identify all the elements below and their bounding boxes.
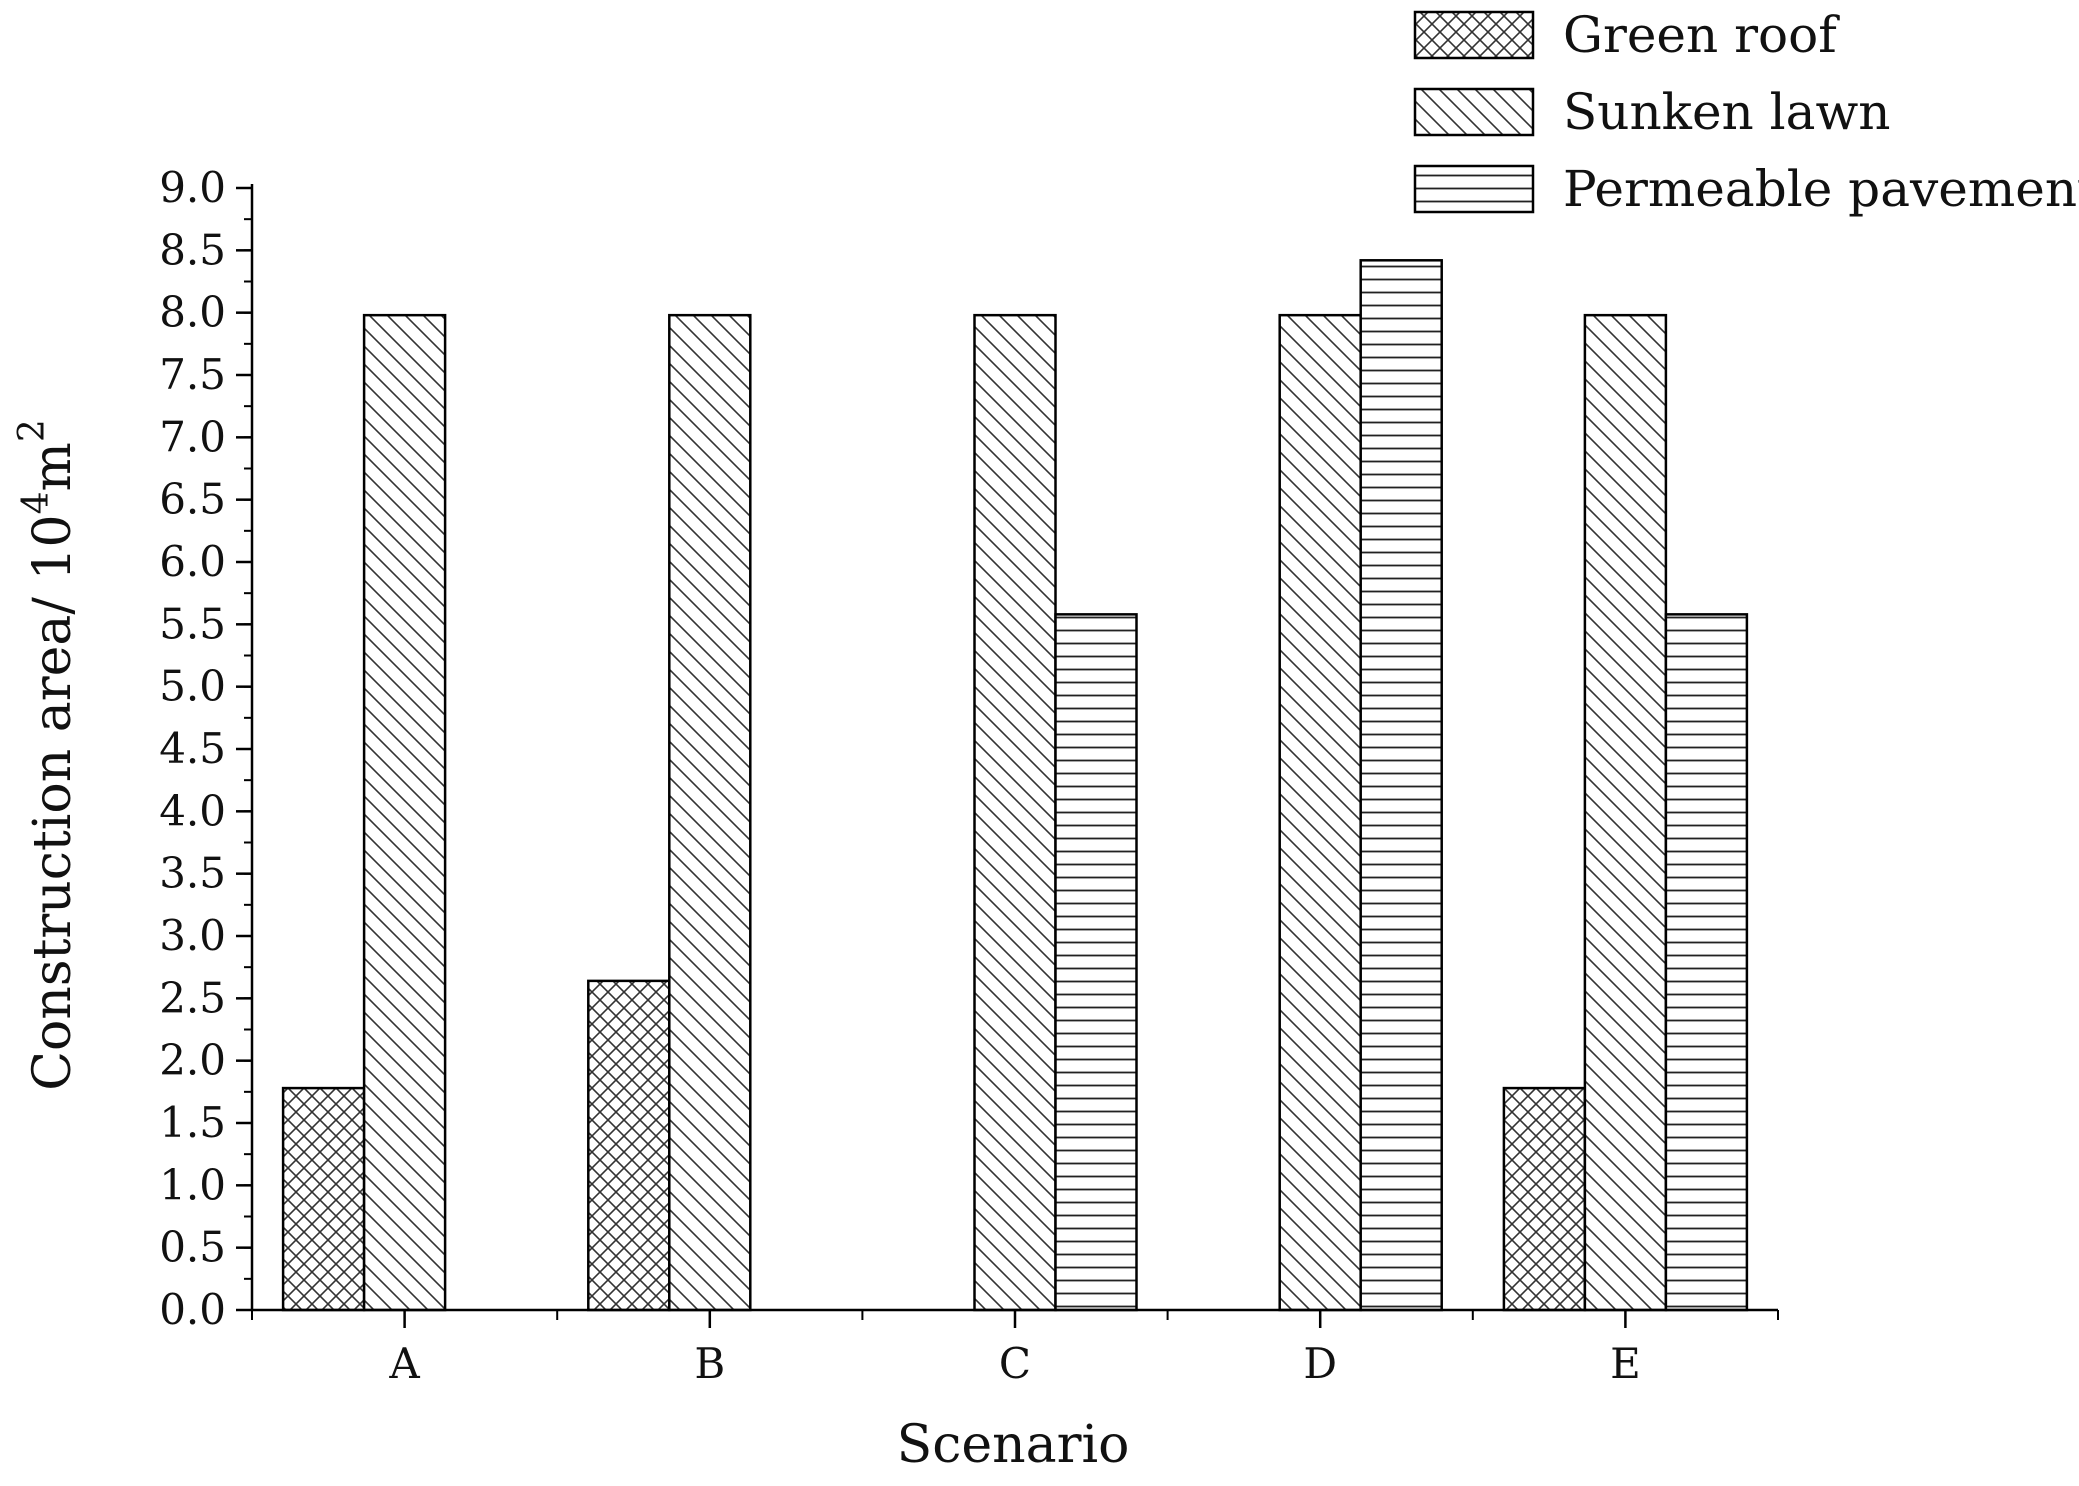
bar-sunken-lawn-c (973, 313, 1057, 1312)
y-axis-title: Construction area/ 104m2 (12, 419, 83, 1090)
legend: Green roof Sunken lawn Permeable pavement (1413, 6, 2079, 218)
bar-permeable-pavement-c (1054, 613, 1138, 1312)
y-tick-label: 0.0 (159, 1285, 226, 1334)
y-tick-label: 7.5 (159, 350, 226, 399)
y-tick-label: 4.0 (159, 786, 226, 835)
y-tick-label: 5.5 (159, 599, 226, 648)
y-tick-label: 1.5 (159, 1098, 226, 1147)
y-axis: 0.0 0.5 1.0 1.5 2.0 2.5 3.0 3.5 4.0 4.5 5.0 5.5 6.0 6… (159, 163, 254, 1334)
legend-swatch-green-roof (1413, 10, 1535, 60)
y-tick-label: 8.5 (159, 225, 226, 274)
legend-swatch-permeable-pavement (1413, 164, 1535, 214)
y-axis-title-main: Construction area/ 10 (23, 514, 83, 1090)
y-tick-label: 6.0 (159, 537, 226, 586)
x-tick-label: C (999, 1339, 1031, 1388)
x-tick-label: B (694, 1339, 725, 1388)
x-tick-label: D (1303, 1339, 1337, 1388)
bar-sunken-lawn-e (1583, 313, 1668, 1312)
y-tick-label: 0.5 (159, 1223, 226, 1272)
y-tick-label: 7.0 (159, 412, 226, 461)
y-tick-label: 2.5 (159, 973, 226, 1022)
y-axis-title-sup2: 2 (12, 419, 53, 442)
bar-sunken-lawn-b (668, 313, 752, 1312)
x-axis-title: Scenario (897, 1415, 1130, 1475)
y-tick-label: 6.5 (159, 475, 226, 524)
x-axis: A B C D E (251, 1308, 1779, 1388)
bar-green-roof-a (281, 1086, 366, 1312)
y-tick-label: 2.0 (159, 1036, 226, 1085)
bar-green-roof-e (1502, 1086, 1587, 1312)
x-tick-label: E (1610, 1339, 1641, 1388)
bar-green-roof-b (587, 979, 671, 1312)
legend-swatch-sunken-lawn (1413, 87, 1535, 137)
legend-label-permeable-pavement: Permeable pavement (1563, 160, 2079, 218)
legend-label-green-roof: Green roof (1563, 6, 1840, 64)
legend-label-sunken-lawn: Sunken lawn (1563, 83, 1890, 141)
bars-group (281, 259, 1749, 1312)
x-tick-label: A (388, 1339, 420, 1388)
y-tick-label: 5.0 (159, 662, 226, 711)
bar-sunken-lawn-d (1278, 313, 1362, 1312)
y-tick-label: 9.0 (159, 163, 226, 212)
bar-permeable-pavement-e (1664, 613, 1749, 1312)
y-tick-label: 8.0 (159, 288, 226, 337)
y-tick-label: 3.5 (159, 849, 226, 898)
bar-permeable-pavement-d (1359, 259, 1443, 1312)
y-axis-title-mid: m (23, 442, 83, 491)
y-axis-title-sup1: 4 (16, 491, 57, 514)
bar-sunken-lawn-a (362, 313, 447, 1312)
y-tick-label: 1.0 (159, 1160, 226, 1209)
y-tick-label: 3.0 (159, 911, 226, 960)
y-tick-label: 4.5 (159, 724, 226, 773)
